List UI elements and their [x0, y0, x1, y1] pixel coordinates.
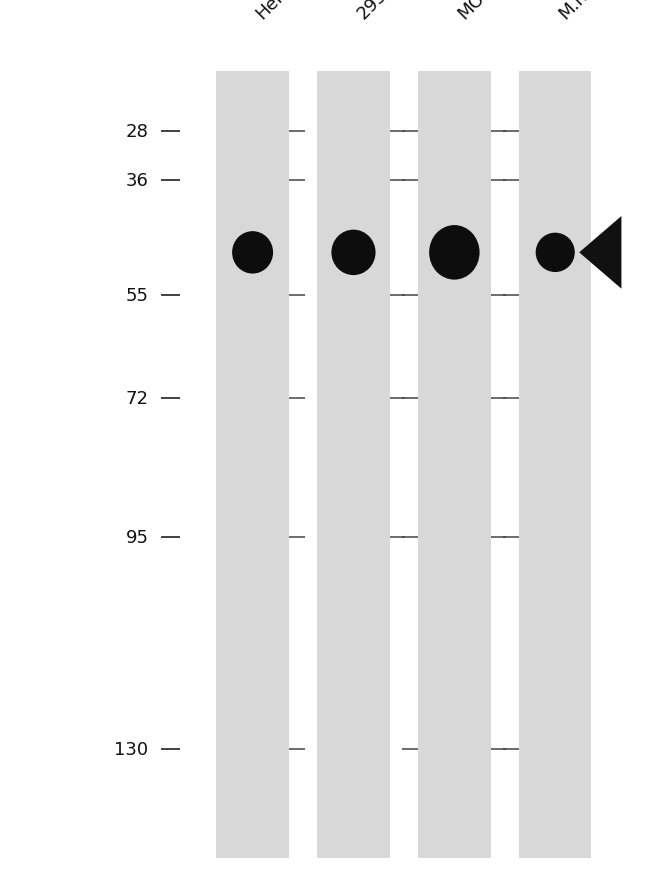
- Ellipse shape: [246, 246, 260, 260]
- Ellipse shape: [543, 241, 567, 265]
- Text: M.heart: M.heart: [555, 0, 617, 23]
- Text: 95: 95: [125, 528, 149, 546]
- Bar: [317, 72, 390, 858]
- Text: 28: 28: [125, 123, 149, 141]
- Text: 36: 36: [125, 172, 149, 190]
- Ellipse shape: [549, 246, 562, 260]
- Text: Hela: Hela: [253, 0, 294, 23]
- Polygon shape: [579, 216, 621, 290]
- Text: 293: 293: [354, 0, 391, 23]
- Text: 55: 55: [125, 286, 149, 305]
- Bar: [519, 72, 592, 858]
- Ellipse shape: [332, 231, 376, 275]
- Bar: [418, 72, 491, 858]
- Ellipse shape: [346, 245, 361, 261]
- Bar: [216, 72, 289, 858]
- Ellipse shape: [240, 240, 265, 266]
- Ellipse shape: [439, 237, 469, 269]
- Ellipse shape: [445, 243, 463, 263]
- Ellipse shape: [340, 240, 367, 266]
- Text: MOLT-4: MOLT-4: [454, 0, 513, 23]
- Ellipse shape: [232, 232, 273, 274]
- Text: 130: 130: [114, 740, 149, 758]
- Text: 72: 72: [125, 389, 149, 408]
- Ellipse shape: [429, 226, 480, 281]
- Ellipse shape: [536, 233, 575, 273]
